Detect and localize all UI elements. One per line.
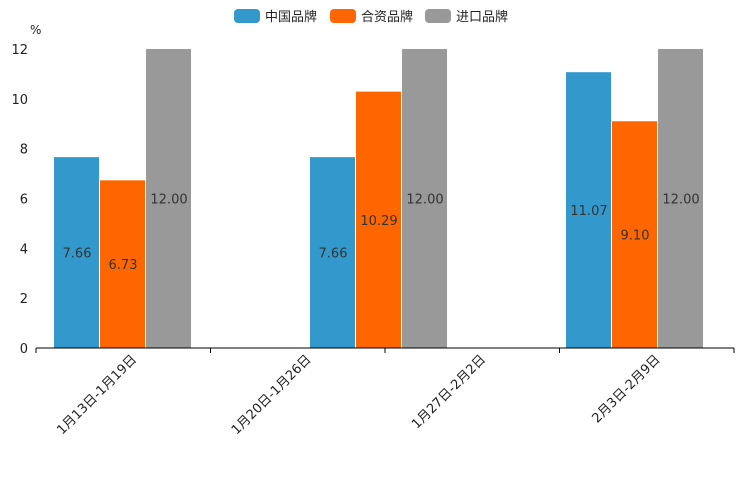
y-axis-unit-label: % [30, 23, 41, 37]
legend: 中国品牌 合资品牌 进口品牌 [234, 9, 508, 25]
bar-value-label: 6.73 [109, 258, 138, 273]
bar-value-label: 12.00 [662, 193, 699, 208]
y-tick-label: 8 [20, 143, 28, 158]
legend-swatch-2[interactable] [330, 9, 356, 23]
y-tick-label: 4 [20, 242, 28, 257]
bar-1-1[interactable] [54, 157, 99, 348]
y-tick-label: 0 [20, 342, 28, 357]
bar-value-label: 7.66 [63, 247, 92, 262]
y-axis: 0 2 4 6 8 10 12 [11, 43, 28, 357]
legend-swatch-1[interactable] [234, 9, 260, 23]
bar-value-label: 10.29 [360, 214, 397, 229]
y-tick-label: 6 [20, 193, 28, 208]
bar-3-1[interactable] [146, 49, 191, 348]
x-tick-label: 1月13日-1月19日 [54, 352, 140, 438]
x-tick-label: 2月3日-2月9日 [589, 352, 663, 426]
legend-label-1[interactable]: 中国品牌 [265, 9, 317, 25]
legend-label-3[interactable]: 进口品牌 [456, 9, 508, 25]
legend-swatch-3[interactable] [425, 9, 451, 23]
bar-value-label: 9.10 [621, 229, 650, 244]
bar-value-label: 12.00 [150, 193, 187, 208]
bar-3-2[interactable] [402, 49, 447, 348]
bar-value-label: 12.00 [406, 193, 443, 208]
bar-2-3[interactable] [612, 121, 657, 348]
bar-value-label: 11.07 [570, 204, 607, 219]
bar-1-3[interactable] [566, 72, 611, 349]
bar-2-1[interactable] [100, 180, 145, 348]
y-tick-label: 10 [11, 93, 28, 108]
bars: 7.66 6.73 12.00 7.66 10.29 12.00 11.07 9.10 12.0… [54, 49, 703, 349]
bar-value-label: 7.66 [319, 247, 348, 262]
legend-label-2[interactable]: 合资品牌 [361, 9, 413, 25]
bar-1-2[interactable] [310, 157, 355, 348]
y-tick-label: 12 [11, 43, 28, 58]
bar-2-2[interactable] [356, 91, 401, 349]
x-tick-label: 1月20日-1月26日 [229, 352, 315, 438]
x-tick-label: 1月27日-2月2日 [409, 352, 489, 432]
y-tick-label: 2 [20, 292, 28, 307]
x-axis: 1月13日-1月19日 1月20日-1月26日 1月27日-2月2日 2月3日-2月9… [35, 347, 735, 438]
bar-3-3[interactable] [658, 49, 703, 348]
